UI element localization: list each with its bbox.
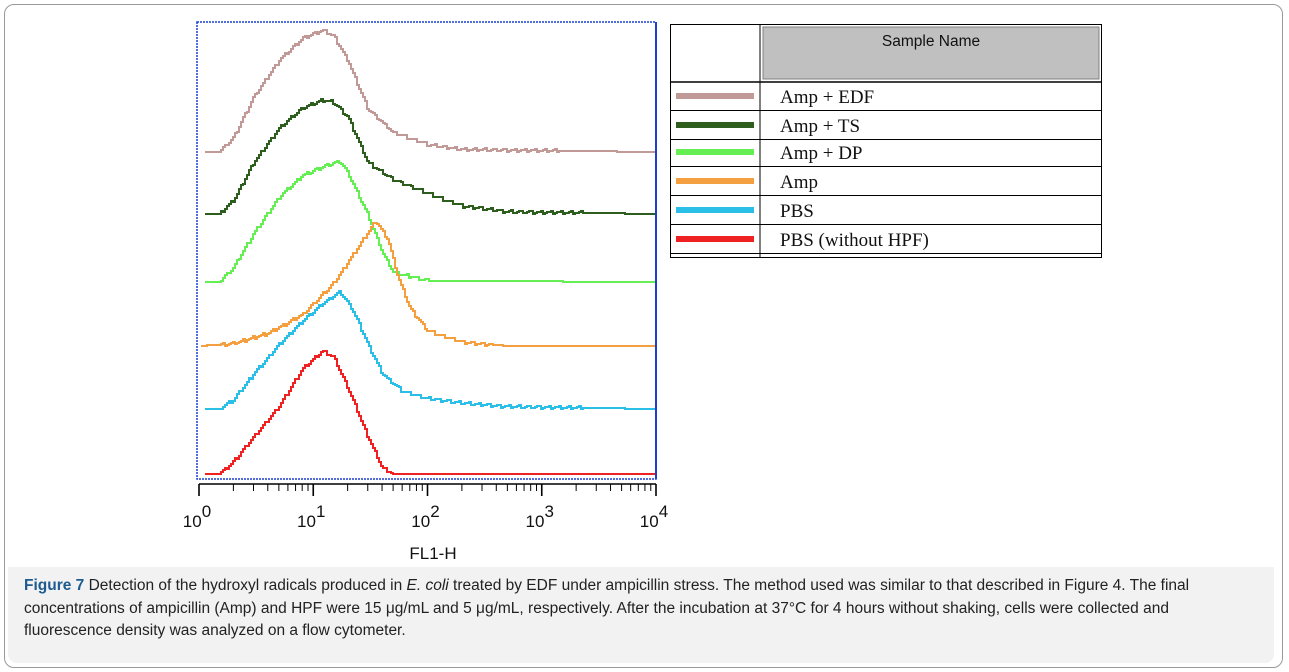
tick-label: 102 <box>411 502 439 531</box>
caption-text-1: Detection of the hydroxyl radicals produ… <box>84 577 407 594</box>
series-curve <box>205 350 655 475</box>
tick-label: 104 <box>640 502 668 531</box>
series-curve <box>205 29 655 153</box>
legend-label: PBS <box>780 201 814 222</box>
caption-organism: E. coli <box>406 577 449 594</box>
tick-label-exponent: 1 <box>316 502 325 521</box>
caption-text-2: treated by EDF under ampicillin stress. … <box>24 577 1190 639</box>
legend-label: Amp + EDF <box>780 87 874 108</box>
tick-label-exponent: 3 <box>544 502 553 521</box>
legend-label: Amp <box>780 172 818 193</box>
tick-label-base: 10 <box>183 512 202 531</box>
tick-label: 101 <box>297 502 325 531</box>
series-curve <box>205 98 655 215</box>
legend-label: Amp + DP <box>780 143 863 164</box>
figure-caption: Figure 7 Detection of the hydroxyl radic… <box>8 567 1274 663</box>
series-layer <box>201 29 655 475</box>
x-axis-label: FL1-H <box>409 544 456 563</box>
series-curve <box>205 160 655 283</box>
legend-header-text: Sample Name <box>882 33 980 50</box>
tick-label-exponent: 0 <box>202 502 211 521</box>
caption-label: Figure 7 <box>24 577 85 594</box>
series-curve <box>201 222 655 347</box>
plot-area <box>196 21 657 480</box>
tick-label-base: 10 <box>411 512 430 531</box>
series-curve <box>205 290 655 410</box>
tick-label-exponent: 2 <box>430 502 439 521</box>
tick-label-base: 10 <box>640 512 659 531</box>
tick-label: 100 <box>183 502 211 531</box>
tick-label: 103 <box>526 502 554 531</box>
figure-frame <box>4 4 1283 668</box>
legend-label: Amp + TS <box>780 116 860 137</box>
legend-header-cell <box>762 26 1100 80</box>
legend-label: PBS (without HPF) <box>780 230 929 251</box>
x-axis-ticks <box>198 484 657 496</box>
tick-label-base: 10 <box>526 512 545 531</box>
legend-rows: Amp + EDF Amp + TS Amp + DP Amp PBS PBS (with… <box>670 87 1102 254</box>
tick-label-exponent: 4 <box>659 502 668 521</box>
tick-label-base: 10 <box>297 512 316 531</box>
